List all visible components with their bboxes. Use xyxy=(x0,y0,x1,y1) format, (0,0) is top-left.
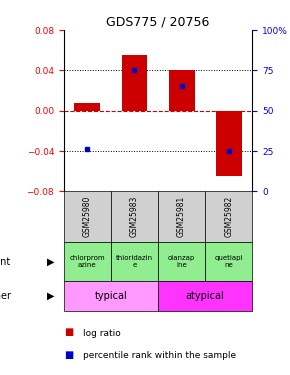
Text: typical: typical xyxy=(95,291,127,301)
Text: thioridazin
e: thioridazin e xyxy=(116,255,153,268)
Bar xyxy=(205,242,252,281)
Bar xyxy=(122,55,147,111)
Text: GSM25981: GSM25981 xyxy=(177,196,186,237)
Text: other: other xyxy=(0,291,11,301)
Text: ■: ■ xyxy=(64,350,73,360)
Text: percentile rank within the sample: percentile rank within the sample xyxy=(83,351,236,360)
Text: ▶: ▶ xyxy=(47,256,55,267)
Text: agent: agent xyxy=(0,256,11,267)
Bar xyxy=(158,191,205,242)
Text: atypical: atypical xyxy=(186,291,224,301)
Text: GSM25980: GSM25980 xyxy=(83,196,92,237)
Text: ▶: ▶ xyxy=(47,291,55,301)
Bar xyxy=(216,111,242,176)
Bar xyxy=(158,242,205,281)
Bar xyxy=(169,70,195,111)
Bar xyxy=(111,242,158,281)
Text: log ratio: log ratio xyxy=(83,328,120,338)
Bar xyxy=(111,191,158,242)
Title: GDS775 / 20756: GDS775 / 20756 xyxy=(106,16,210,29)
Text: olanzap
ine: olanzap ine xyxy=(168,255,195,268)
Text: ■: ■ xyxy=(64,327,73,338)
Bar xyxy=(64,191,111,242)
Text: GSM25982: GSM25982 xyxy=(224,196,233,237)
Bar xyxy=(158,281,252,311)
Text: GSM25983: GSM25983 xyxy=(130,196,139,237)
Bar xyxy=(64,281,158,311)
Text: chlorprom
azine: chlorprom azine xyxy=(70,255,105,268)
Bar xyxy=(205,191,252,242)
Text: quetiapi
ne: quetiapi ne xyxy=(215,255,243,268)
Bar xyxy=(64,242,111,281)
Bar xyxy=(75,103,100,111)
